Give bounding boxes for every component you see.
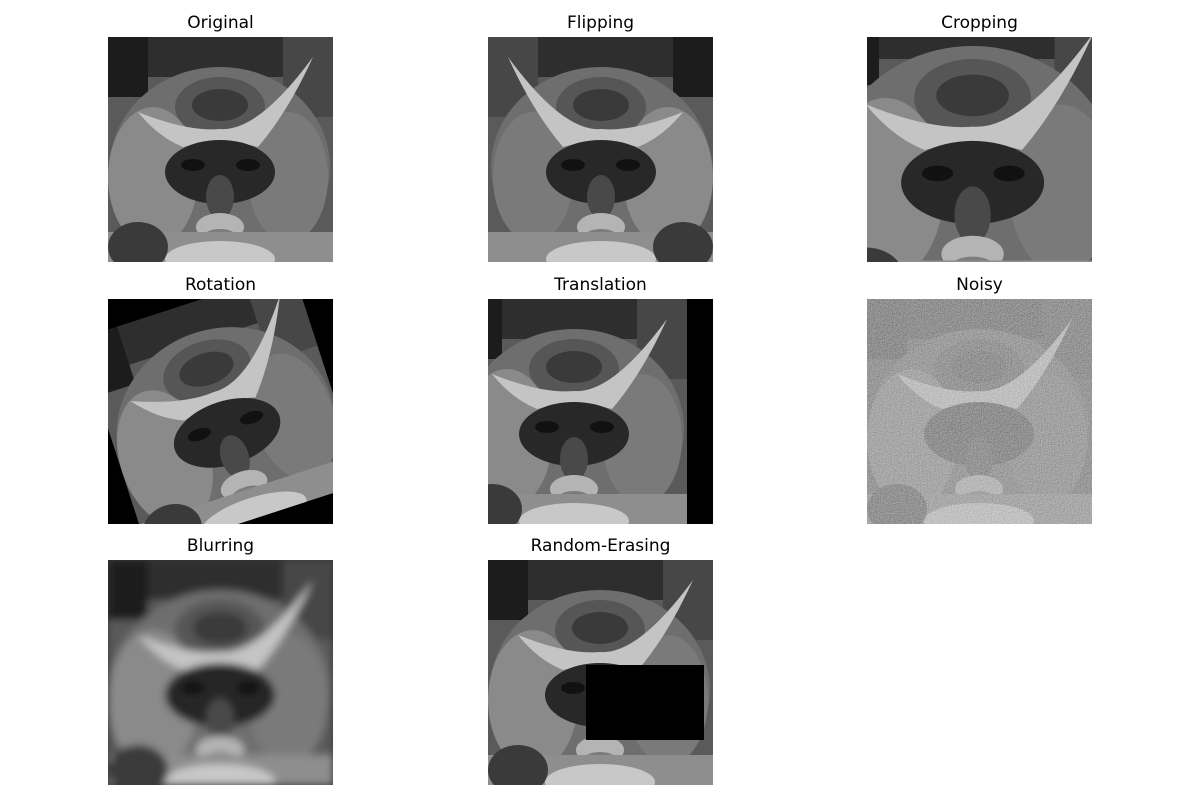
image-random-erasing — [488, 560, 713, 785]
image-original — [108, 37, 333, 262]
image-blurring — [108, 560, 333, 785]
image-flipping — [488, 37, 713, 262]
panel-title: Original — [187, 13, 254, 33]
panel-title: Random-Erasing — [530, 536, 671, 556]
image-cropping — [867, 37, 1092, 262]
image-translation — [488, 299, 713, 524]
panel-title: Rotation — [184, 275, 257, 295]
panel-title: Noisy — [956, 275, 1003, 295]
image-noisy — [867, 299, 1092, 524]
panel-title: Cropping — [941, 13, 1018, 33]
erased-block — [586, 665, 704, 740]
panel-title: Blurring — [186, 536, 255, 556]
image-rotation — [108, 299, 333, 524]
panel-title: Translation — [554, 275, 647, 295]
panel-title: Flipping — [566, 13, 635, 33]
